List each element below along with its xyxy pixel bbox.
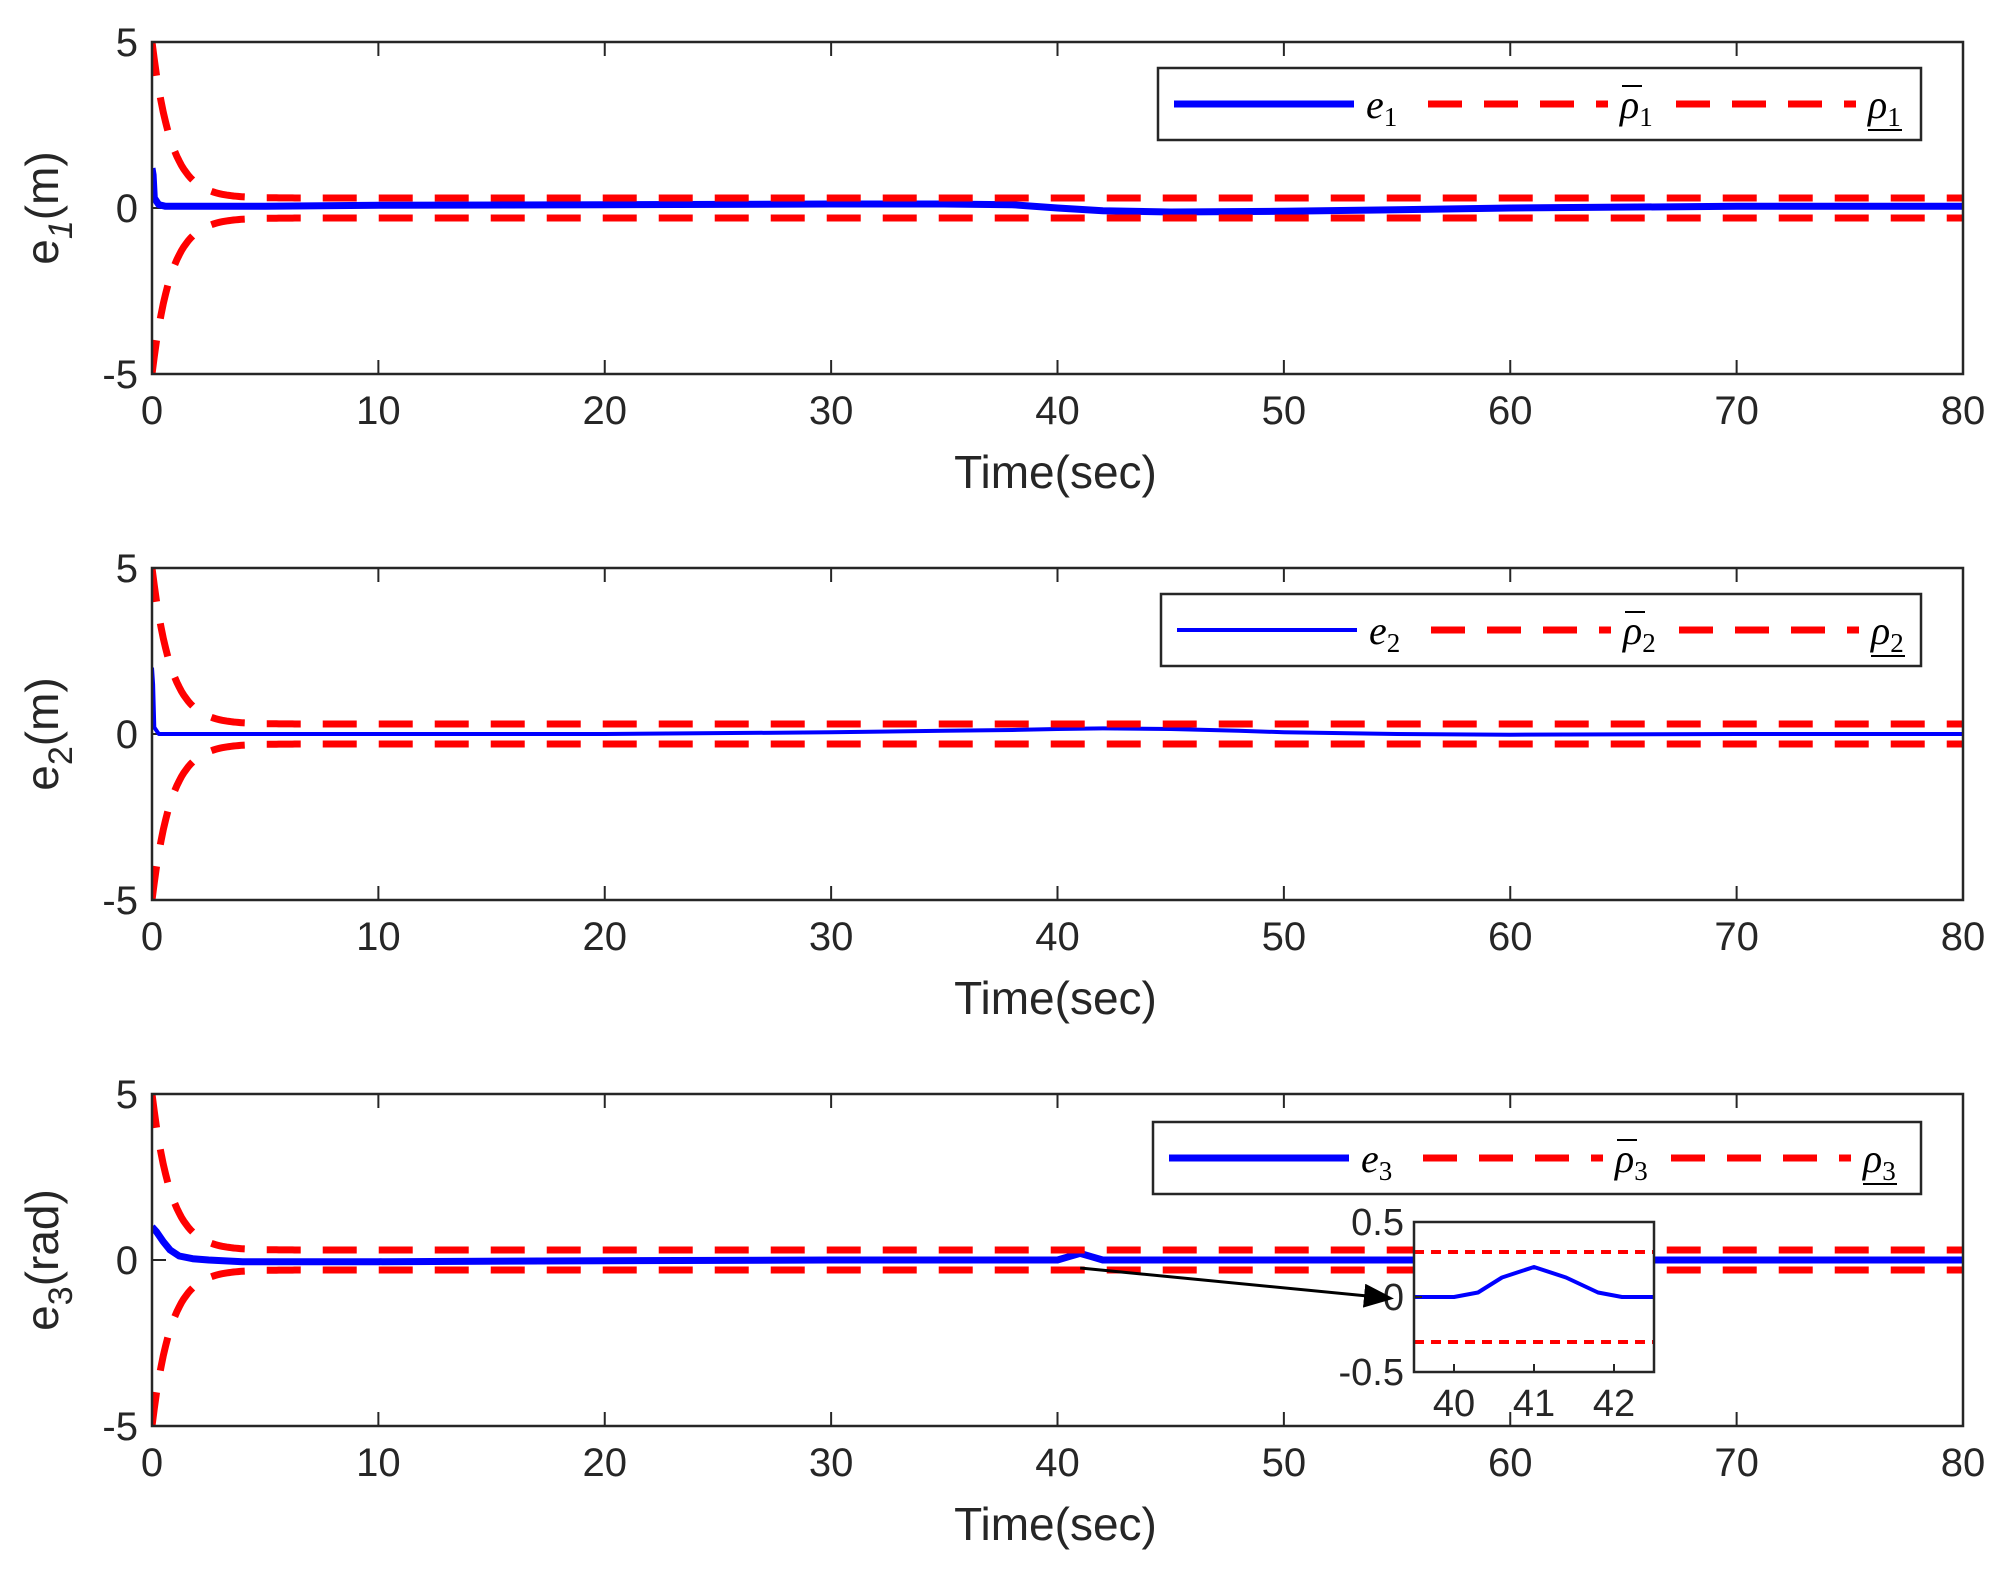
legend: e1 ρ1 ρ1	[1156, 66, 1923, 142]
inset-y-tick-label: -0.5	[1339, 1352, 1404, 1394]
x-tick-label: 20	[583, 1441, 628, 1485]
bound-line-lower	[152, 1266, 1963, 1426]
x-tick-label: 30	[809, 389, 854, 433]
bound-line-lower	[152, 214, 1963, 374]
x-tick-label: 30	[809, 915, 854, 959]
x-tick-label: 80	[1941, 389, 1986, 433]
legend-label: ρ3	[1861, 1136, 1896, 1186]
x-tick-label: 0	[141, 389, 163, 433]
x-tick-label: 20	[583, 915, 628, 959]
y-tick-label: 5	[116, 547, 138, 591]
y-tick-label: -5	[102, 879, 138, 923]
bound-line-upper	[152, 1094, 1963, 1254]
inset-y-tick-label: 0.5	[1351, 1202, 1404, 1244]
x-tick-label: 70	[1714, 915, 1759, 959]
y-axis-label: e3(rad)	[16, 1189, 80, 1331]
legend-label: ρ1	[1618, 82, 1653, 132]
x-tick-label: 10	[356, 389, 401, 433]
x-tick-label: 10	[356, 1441, 401, 1485]
error-line	[152, 1224, 1963, 1266]
axes-box	[150, 1092, 1965, 1428]
x-tick-label: 40	[1035, 389, 1080, 433]
y-tick-label: -5	[102, 1405, 138, 1449]
zoom-arrow	[1079, 1266, 1394, 1308]
legend-label: ρ2	[1869, 608, 1904, 658]
y-tick-label: 5	[116, 21, 138, 65]
inset-plot-area	[1414, 1250, 1654, 1344]
inset-error-line	[1414, 1265, 1654, 1299]
y-tick-label: 0	[116, 713, 138, 757]
x-tick-label: 80	[1941, 915, 1986, 959]
y-tick-label: -5	[102, 353, 138, 397]
plot-area	[152, 568, 1963, 900]
y-axis-label: e2(m)	[16, 677, 80, 790]
legend-label: ρ2	[1621, 608, 1656, 658]
axes-box	[150, 40, 1965, 376]
x-tick-label: 80	[1941, 1441, 1986, 1485]
y-tick-label: 5	[116, 1073, 138, 1117]
x-tick-label: 60	[1488, 1441, 1533, 1485]
error-line	[152, 167, 1963, 216]
x-tick-label: 60	[1488, 389, 1533, 433]
x-tick-label: 40	[1035, 1441, 1080, 1485]
bound-line-upper	[152, 568, 1963, 728]
bound-line-upper	[152, 42, 1963, 202]
x-tick-label: 30	[809, 1441, 854, 1485]
inset-plot: 0.50-0.540 41 42	[1339, 1202, 1656, 1425]
x-tick-label: 20	[583, 389, 628, 433]
x-axis-label: Time(sec)	[954, 972, 1157, 1024]
x-tick-label: 60	[1488, 915, 1533, 959]
legend: e3 ρ3 ρ3	[1151, 1120, 1923, 1196]
legend: e2 ρ2 ρ2	[1159, 592, 1923, 668]
x-axis-label: Time(sec)	[954, 446, 1157, 498]
x-tick-label: 70	[1714, 1441, 1759, 1485]
x-tick-label: 40	[1035, 915, 1080, 959]
plot-area	[152, 42, 1963, 374]
y-tick-label: 0	[116, 1239, 138, 1283]
x-tick-label: 50	[1262, 389, 1307, 433]
x-tick-label: 0	[141, 1441, 163, 1485]
x-tick-label: 0	[141, 915, 163, 959]
x-tick-label: 50	[1262, 1441, 1307, 1485]
y-tick-label: 0	[116, 187, 138, 231]
inset-x-tick-label: 42	[1593, 1383, 1635, 1425]
plot-area	[152, 1094, 1963, 1426]
x-tick-label: 50	[1262, 915, 1307, 959]
legend-label: e3	[1361, 1136, 1392, 1186]
x-tick-label: 70	[1714, 389, 1759, 433]
x-axis-label: Time(sec)	[954, 1498, 1157, 1550]
inset-x-tick-label: 41	[1513, 1383, 1555, 1425]
bound-line-lower	[152, 740, 1963, 900]
axes-box	[150, 566, 1965, 902]
error-line	[152, 667, 1963, 737]
legend-label: e1	[1366, 82, 1397, 132]
legend-label: ρ3	[1613, 1136, 1648, 1186]
legend-label: ρ1	[1866, 82, 1901, 132]
y-axis-label: e1(m)	[16, 151, 80, 264]
inset-x-tick-label: 40	[1433, 1383, 1475, 1425]
x-tick-label: 10	[356, 915, 401, 959]
legend-label: e2	[1369, 608, 1400, 658]
